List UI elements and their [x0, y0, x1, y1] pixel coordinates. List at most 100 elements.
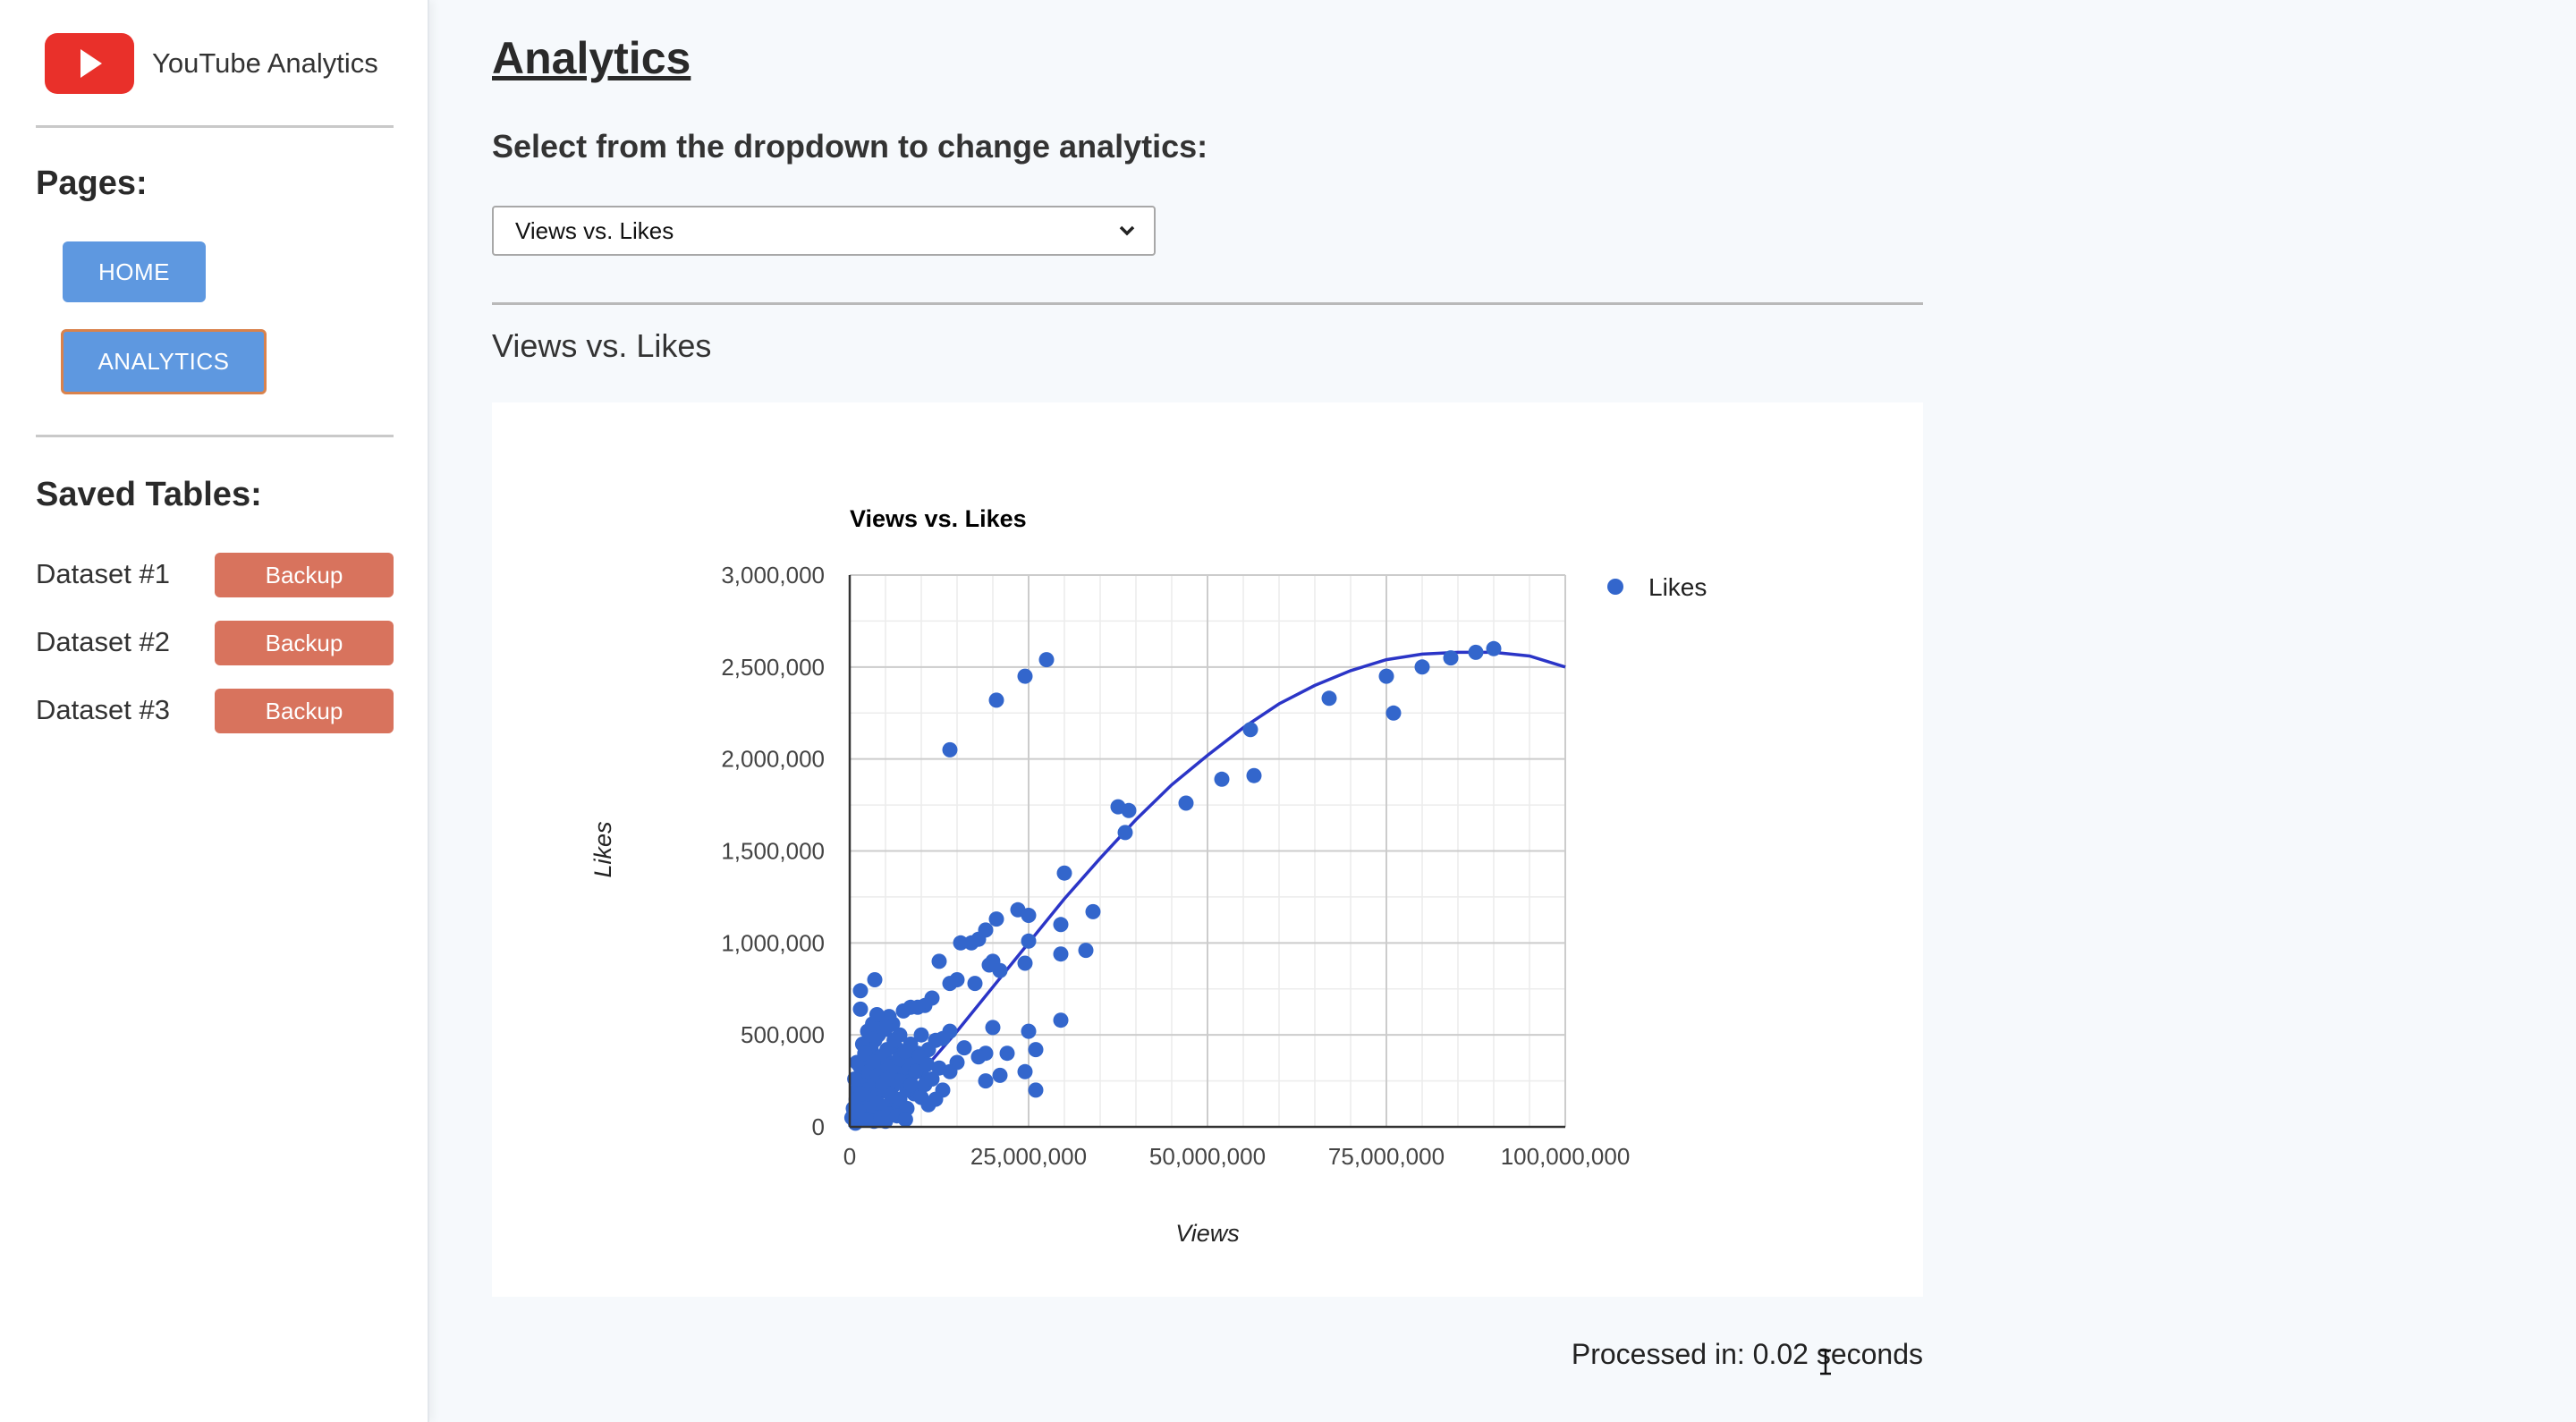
trendline [912, 650, 1566, 1082]
data-point[interactable] [1121, 802, 1137, 818]
data-point[interactable] [867, 972, 883, 987]
data-point[interactable] [1443, 650, 1459, 666]
y-tick-label: 2,000,000 [721, 746, 825, 773]
data-point[interactable] [865, 1054, 881, 1071]
data-point[interactable] [1078, 943, 1094, 959]
data-point[interactable] [942, 741, 958, 758]
data-point[interactable] [897, 1112, 913, 1128]
data-point[interactable] [897, 1044, 913, 1060]
data-point[interactable] [913, 1027, 929, 1043]
data-point[interactable] [852, 983, 869, 999]
x-axis-title: Views [1175, 1220, 1240, 1247]
backup-button[interactable]: Backup [215, 689, 394, 733]
data-point[interactable] [1378, 668, 1394, 684]
sidebar: YouTube Analytics Pages: HOME ANALYTICS … [0, 0, 429, 1422]
data-point[interactable] [978, 1073, 994, 1089]
x-tick-label: 25,000,000 [970, 1143, 1087, 1170]
brand[interactable]: YouTube Analytics [45, 32, 378, 95]
data-point[interactable] [1021, 908, 1037, 923]
y-tick-label: 2,500,000 [721, 654, 825, 681]
nav-analytics-button[interactable]: ANALYTICS [61, 329, 267, 394]
y-tick-label: 3,000,000 [721, 562, 825, 588]
data-point[interactable] [931, 953, 947, 969]
data-point[interactable] [1468, 644, 1484, 660]
y-tick-label: 0 [812, 1113, 825, 1140]
data-point[interactable] [1021, 1023, 1037, 1039]
processed-time: Processed in: 0.02 seconds [1571, 1338, 1923, 1370]
page-title: Analytics [492, 33, 691, 83]
data-point[interactable] [1053, 946, 1069, 962]
data-point[interactable] [1028, 1082, 1044, 1098]
data-point[interactable] [1117, 825, 1133, 841]
data-point[interactable] [1038, 652, 1055, 668]
data-point[interactable] [1414, 659, 1430, 675]
chevron-down-icon [1119, 225, 1135, 236]
legend-label[interactable]: Likes [1648, 573, 1707, 601]
data-point[interactable] [956, 1040, 972, 1056]
section-title: Views vs. Likes [492, 327, 712, 364]
data-point[interactable] [1028, 1042, 1044, 1058]
text-cursor-icon [1820, 1349, 1831, 1375]
chart-card: 0 500,000 1,000,000 1,500,000 2,000,000 2,500… [492, 402, 1923, 1297]
data-point[interactable] [953, 935, 969, 951]
data-point[interactable] [883, 1088, 899, 1104]
data-point[interactable] [847, 1071, 863, 1087]
data-point[interactable] [1017, 1063, 1033, 1079]
y-tick-label: 1,000,000 [721, 929, 825, 956]
data-point[interactable] [1242, 722, 1258, 738]
data-point[interactable] [869, 1007, 885, 1022]
data-point[interactable] [1017, 668, 1033, 684]
data-point[interactable] [895, 1003, 911, 1019]
data-point[interactable] [1053, 917, 1069, 933]
data-point[interactable] [908, 1063, 924, 1079]
brand-name: YouTube Analytics [152, 47, 378, 79]
data-point[interactable] [924, 1071, 940, 1087]
data-point[interactable] [1214, 771, 1230, 787]
youtube-play-icon [45, 33, 134, 94]
chart-title: Views vs. Likes [850, 505, 1027, 532]
data-point[interactable] [988, 911, 1004, 927]
data-point[interactable] [992, 1067, 1008, 1083]
backup-button[interactable]: Backup [215, 553, 394, 597]
data-point[interactable] [919, 1056, 935, 1072]
data-point[interactable] [1056, 865, 1072, 881]
backup-button[interactable]: Backup [215, 621, 394, 665]
data-point[interactable] [1385, 705, 1402, 721]
data-point[interactable] [992, 962, 1008, 978]
divider [492, 302, 1923, 305]
divider [36, 435, 394, 437]
data-point[interactable] [903, 1077, 919, 1093]
data-point[interactable] [853, 1086, 869, 1102]
data-point[interactable] [985, 1020, 1001, 1036]
data-point[interactable] [1178, 795, 1194, 811]
dataset-label: Dataset #1 [36, 558, 170, 589]
data-point[interactable] [1017, 955, 1033, 971]
x-tick-label: 50,000,000 [1149, 1143, 1266, 1170]
y-tick-label: 1,500,000 [721, 838, 825, 865]
data-point[interactable] [963, 935, 979, 951]
data-point[interactable] [1321, 690, 1337, 707]
y-axis-title: Likes [589, 821, 616, 877]
analytics-select[interactable]: Views vs. Likes [492, 206, 1156, 256]
dataset-row: Dataset #1 Backup [36, 553, 394, 597]
x-tick-label: 75,000,000 [1328, 1143, 1445, 1170]
data-point[interactable] [886, 1032, 902, 1048]
data-point[interactable] [942, 1023, 958, 1039]
nav-home-button[interactable]: HOME [63, 241, 206, 302]
dataset-label: Dataset #3 [36, 694, 170, 725]
data-point[interactable] [970, 1049, 987, 1065]
data-point[interactable] [913, 1089, 929, 1105]
data-point[interactable] [1021, 933, 1037, 949]
data-point[interactable] [931, 1060, 947, 1076]
data-point[interactable] [1085, 903, 1101, 919]
data-point[interactable] [1486, 640, 1502, 656]
data-point[interactable] [1246, 767, 1262, 783]
data-point[interactable] [942, 976, 958, 992]
data-point[interactable] [999, 1045, 1015, 1062]
data-point[interactable] [1053, 1012, 1069, 1028]
data-point[interactable] [852, 1001, 869, 1017]
data-point[interactable] [879, 1071, 895, 1087]
data-point[interactable] [988, 692, 1004, 708]
select-value: Views vs. Likes [515, 216, 674, 244]
data-point[interactable] [967, 976, 983, 992]
